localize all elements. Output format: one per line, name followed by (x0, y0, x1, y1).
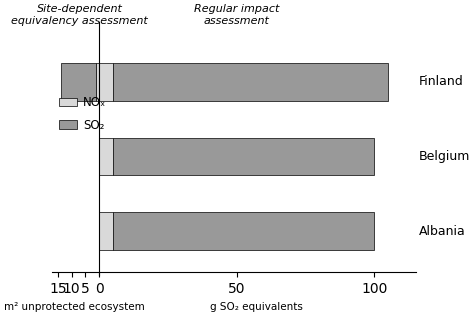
Bar (113, 63, 388, 100)
Bar (113, 138, 374, 175)
Text: Regular impact
assessment: Regular impact assessment (194, 4, 279, 26)
Text: Albania: Albania (419, 225, 465, 238)
Legend: NOₓ, SO₂: NOₓ, SO₂ (55, 92, 111, 136)
Text: m² unprotected ecosystem: m² unprotected ecosystem (4, 302, 145, 312)
Bar (96, 63, 99, 100)
Bar (99, 212, 113, 250)
Bar (113, 212, 374, 250)
Text: Finland: Finland (419, 75, 463, 89)
Text: Belgium: Belgium (419, 150, 470, 163)
Bar (61, 63, 96, 100)
Text: g SO₂ equivalents: g SO₂ equivalents (210, 302, 302, 312)
Text: Site-dependent
equivalency assessment: Site-dependent equivalency assessment (11, 4, 148, 26)
Bar (99, 138, 113, 175)
Bar (99, 63, 113, 100)
